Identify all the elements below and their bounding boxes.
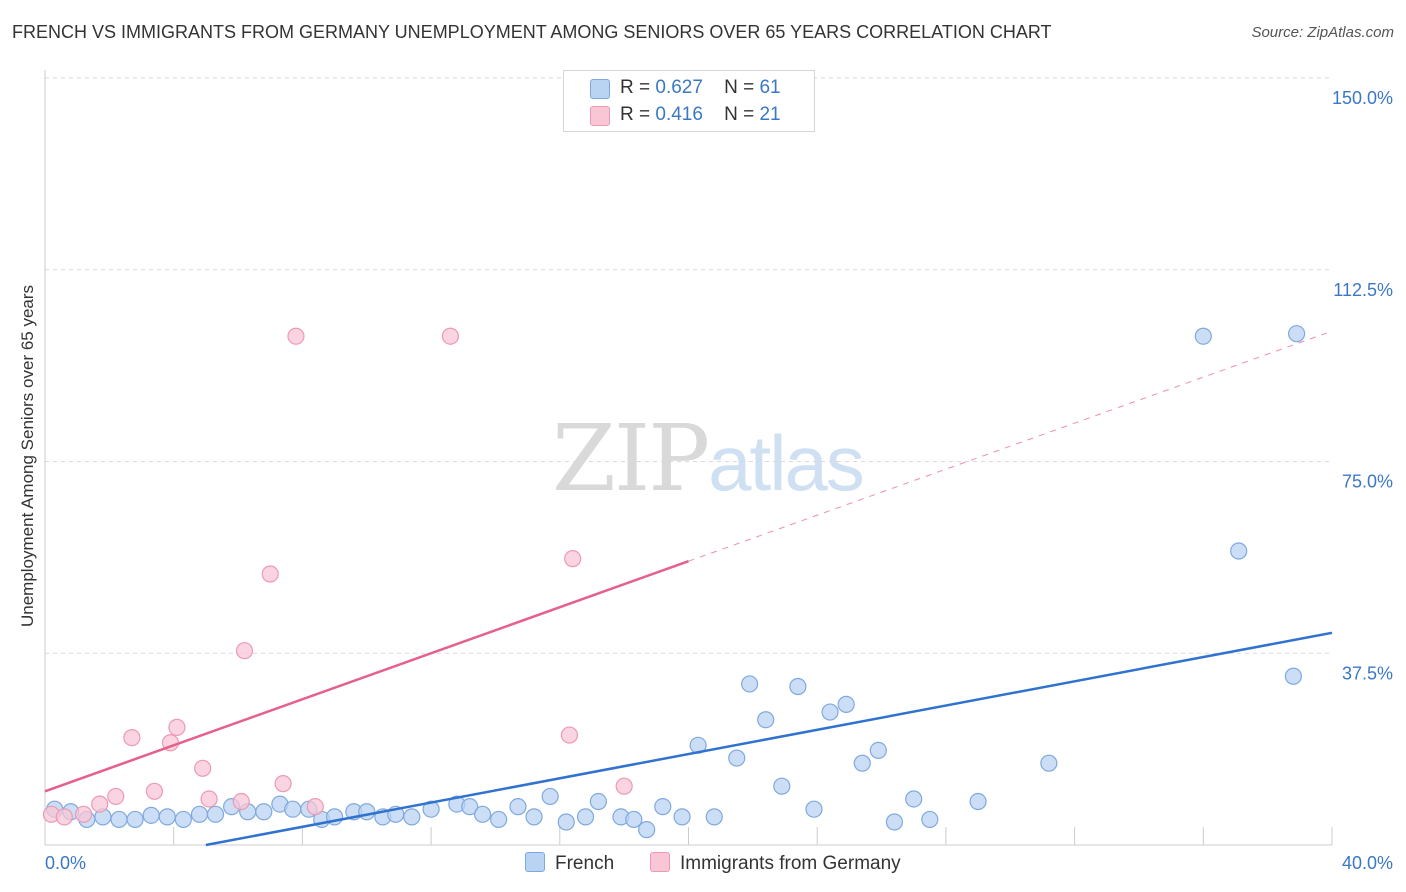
french-point: [509, 798, 527, 816]
french-point: [1284, 667, 1302, 685]
germany-point: [274, 775, 292, 793]
germany-point: [235, 642, 254, 660]
french-point: [422, 800, 440, 818]
french-point: [490, 810, 508, 829]
french-point: [789, 677, 807, 696]
french-point: [589, 792, 608, 811]
french-point: [869, 741, 887, 760]
germany-point: [200, 790, 218, 808]
french-point: [557, 813, 575, 831]
bottom-legend-label-germany: Immigrants from Germany: [680, 853, 901, 874]
french-point: [837, 695, 855, 713]
legend-r-label: R =: [620, 77, 651, 98]
watermark: ZIPatlas: [552, 405, 865, 512]
french-point: [110, 810, 128, 829]
bottom-legend-germany[interactable]: Immigrants from Germany: [650, 852, 901, 875]
french-point: [1230, 542, 1248, 560]
french-point: [358, 803, 376, 821]
watermark-atlas: atlas: [708, 419, 865, 507]
germany-point: [560, 726, 579, 744]
french-point: [741, 675, 759, 693]
germany-point: [168, 718, 186, 736]
correlation-legend: R = 0.627 N = 61 R = 0.416 N = 21: [563, 70, 815, 132]
y-tick-label: 150.0%: [1332, 88, 1393, 108]
french-point: [576, 808, 595, 826]
y-tick-label: 37.5%: [1342, 663, 1393, 683]
french-point: [705, 808, 723, 826]
french-point: [638, 821, 656, 839]
french-point: [757, 711, 775, 729]
source-label: Source: ZipAtlas.com: [1251, 24, 1394, 41]
french-point: [805, 800, 823, 818]
french-point: [773, 777, 791, 795]
bottom-legend-swatch-germany: [650, 852, 670, 872]
french-trend-line: [205, 631, 1333, 847]
bottom-legend-swatch-french: [525, 852, 545, 872]
french-point: [1288, 325, 1306, 343]
french-point: [461, 798, 479, 816]
french-point: [885, 813, 904, 831]
french-point: [126, 810, 144, 829]
legend-r-value-germany: 0.416: [655, 104, 703, 125]
legend-n-value-germany: 21: [759, 104, 781, 125]
french-point: [473, 805, 492, 823]
legend-n-label: N =: [724, 104, 755, 125]
french-point: [821, 703, 839, 721]
legend-swatch-french: [590, 79, 610, 99]
french-point: [654, 798, 672, 816]
germany-trend-line: [44, 560, 689, 793]
french-point: [905, 790, 923, 808]
germany-point: [55, 808, 73, 826]
french-point: [921, 810, 939, 829]
legend-swatch-germany: [590, 106, 610, 126]
germany-point: [123, 729, 141, 747]
legend-n-value-french: 61: [759, 77, 781, 98]
french-point: [1194, 327, 1212, 345]
french-point: [1040, 754, 1058, 772]
germany-trend-line-extrapolated: [688, 330, 1333, 562]
french-point: [190, 805, 209, 823]
legend-r-label: R =: [620, 104, 651, 125]
germany-point: [91, 795, 109, 813]
x-tick-label: 40.0%: [1342, 853, 1393, 873]
french-point: [284, 800, 302, 818]
french-point: [255, 803, 273, 821]
germany-point: [107, 787, 125, 806]
germany-point: [232, 792, 250, 811]
germany-point: [564, 550, 582, 568]
germany-point: [287, 327, 305, 345]
french-point: [158, 808, 176, 826]
french-point: [206, 805, 225, 823]
legend-n-label: N =: [724, 77, 755, 98]
bottom-legend-french[interactable]: French: [525, 852, 614, 875]
germany-point: [145, 782, 163, 800]
bottom-legend-label-french: French: [555, 853, 615, 874]
y-tick-label: 112.5%: [1333, 280, 1393, 300]
watermark-zip: ZIP: [552, 405, 710, 512]
french-point: [969, 792, 987, 811]
french-point: [142, 806, 160, 824]
germany-point: [261, 565, 279, 583]
germany-point: [75, 805, 93, 823]
french-point: [403, 808, 421, 826]
french-point: [728, 749, 746, 767]
french-point: [541, 787, 559, 806]
germany-point: [441, 327, 460, 345]
french-point: [853, 754, 871, 772]
legend-r-value-french: 0.627: [655, 77, 703, 98]
y-axis-label: Unemployment Among Seniors over 65 years: [18, 284, 37, 628]
chart-title: FRENCH VS IMMIGRANTS FROM GERMANY UNEMPL…: [12, 22, 1052, 42]
y-tick-label: 75.0%: [1342, 472, 1393, 492]
germany-point: [194, 759, 212, 777]
french-point: [673, 808, 691, 826]
x-tick-label: 0.0%: [45, 853, 86, 873]
french-point: [625, 810, 643, 829]
french-point: [525, 808, 543, 826]
french-point: [174, 810, 192, 829]
germany-point: [615, 777, 633, 795]
germany-point: [306, 798, 324, 816]
